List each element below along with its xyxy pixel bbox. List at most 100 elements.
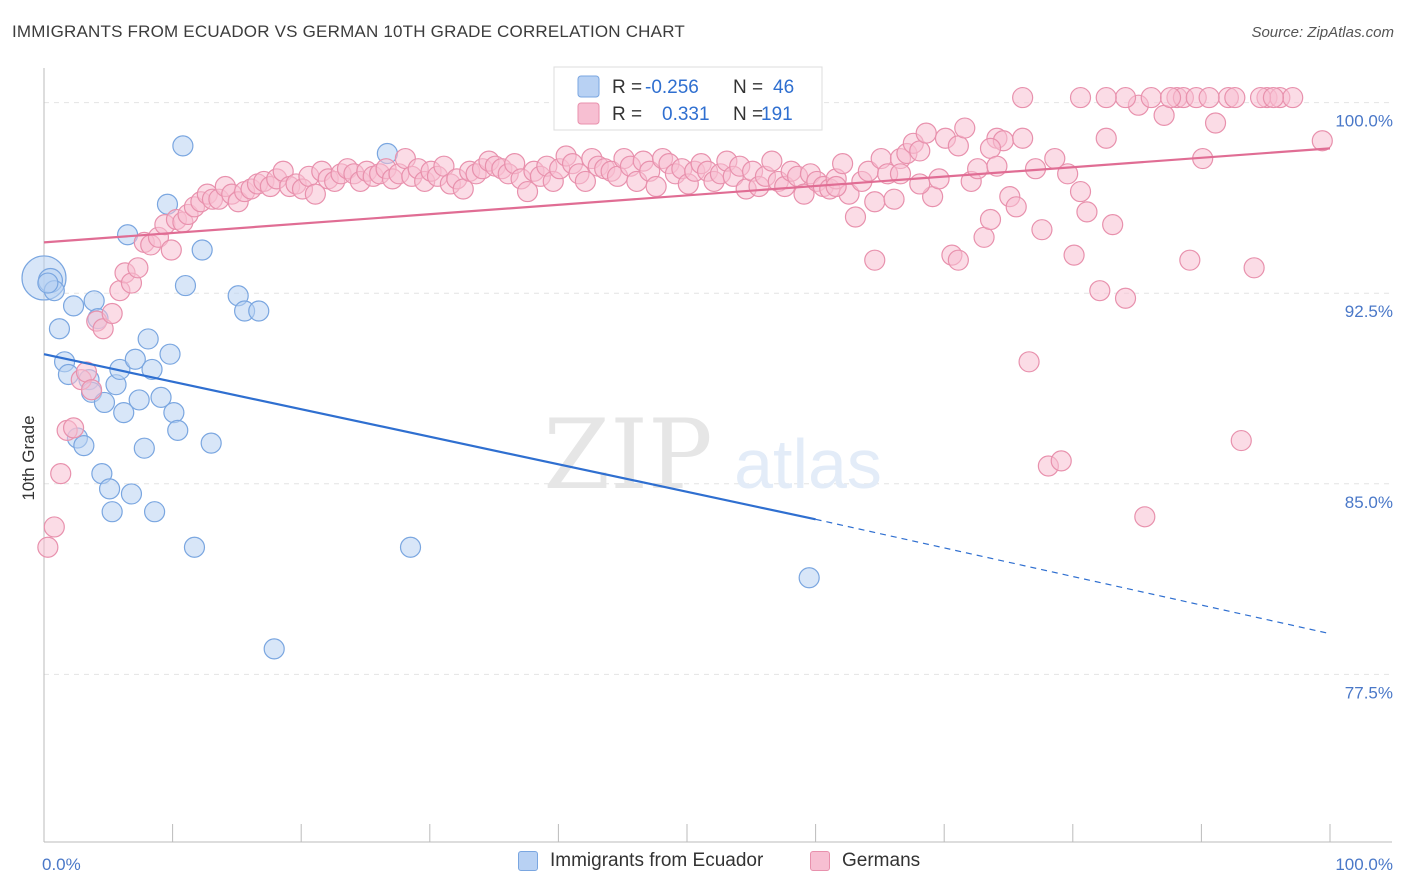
scatter-point — [1134, 506, 1156, 528]
scatter-point — [127, 257, 149, 279]
legend-n-value-ecuador: 46 — [773, 77, 794, 98]
scatter-point — [163, 402, 185, 424]
chart-title: IMMIGRANTS FROM ECUADOR VS GERMAN 10TH G… — [12, 22, 685, 41]
scatter-point — [143, 501, 166, 523]
scatter-point — [645, 175, 667, 198]
series-legend-swatch-ecuador — [518, 851, 538, 871]
scatter-point — [1114, 86, 1137, 109]
scatter-point — [160, 239, 182, 261]
scatter-point — [128, 389, 150, 411]
source-note: Source: ZipAtlas.com — [1251, 24, 1394, 41]
scatter-point — [120, 483, 143, 505]
y-tick-label: 85.0% — [1345, 493, 1393, 512]
scatter-point — [1089, 280, 1111, 302]
legend-n-label-ecuador: N = — [733, 77, 763, 98]
scatter-point — [947, 135, 969, 157]
scatter-point — [1063, 244, 1085, 266]
scatter-point — [399, 536, 422, 558]
scatter-point — [1159, 86, 1182, 109]
scatter-point — [909, 140, 931, 162]
scatter-point — [864, 249, 886, 271]
scatter-point — [1140, 86, 1162, 109]
scatter-point — [101, 302, 123, 325]
scatter-point — [83, 290, 105, 312]
scatter-point — [883, 188, 905, 210]
scatter-point — [150, 386, 172, 408]
scatter-point — [825, 175, 847, 198]
x-tick-label: 0.0% — [42, 855, 81, 874]
scatter-point — [200, 432, 222, 454]
scatter-point — [43, 516, 65, 538]
watermark-atlas: atlas — [734, 425, 882, 503]
series-legend-label-ecuador: Immigrants from Ecuador — [550, 850, 764, 871]
scatter-point — [50, 462, 72, 485]
scatter-point — [915, 122, 937, 144]
scatter-point — [761, 150, 783, 172]
scatter-point — [798, 567, 820, 589]
scatter-point — [174, 274, 197, 297]
scatter-point — [1204, 112, 1227, 134]
scatter-point — [973, 226, 995, 248]
scatter-point — [864, 191, 886, 213]
scatter-point — [248, 300, 270, 322]
stats-legend: R = -0.256 N = 46 R = 0.331 N = 191 — [553, 66, 823, 131]
scatter-point — [979, 208, 1002, 231]
trend-line — [43, 147, 1331, 244]
scatter-point — [1076, 201, 1098, 223]
scatter-point — [1179, 249, 1201, 271]
watermark-zip: ZIP — [543, 399, 712, 511]
scatter-point — [1050, 450, 1072, 472]
trend-lines — [43, 147, 1331, 635]
scatter-point — [1243, 257, 1265, 279]
scatter-point — [793, 183, 815, 205]
scatter-point — [124, 348, 146, 370]
x-tick-label: 100.0% — [1335, 855, 1393, 874]
scatter-point — [133, 437, 155, 459]
scatter-point — [1018, 351, 1040, 373]
y-tick-label: 100.0% — [1335, 112, 1393, 131]
trend-line — [43, 353, 816, 521]
scatter-point — [1311, 130, 1333, 152]
scatter-point — [1069, 180, 1092, 203]
scatter-point — [62, 295, 85, 317]
series-germans-points — [37, 86, 1333, 558]
trend-line-dashed — [815, 518, 1331, 635]
scatter-point — [172, 135, 194, 157]
scatter-point — [1224, 86, 1246, 109]
scatter-point — [1031, 219, 1053, 241]
scatter-point — [183, 536, 206, 558]
y-tick-label: 92.5% — [1345, 302, 1393, 321]
scatter-point — [1005, 196, 1027, 218]
legend-n-value-germans: 191 — [761, 104, 793, 125]
y-tick-label: 77.5% — [1345, 683, 1393, 702]
scatter-point — [1012, 127, 1034, 149]
scatter-point — [191, 239, 213, 261]
scatter-point — [1069, 86, 1092, 109]
scatter-point — [37, 272, 59, 294]
series-legend-item-ecuador: Immigrants from Ecuador — [518, 850, 763, 872]
y-axis-title: 10th Grade — [19, 415, 38, 500]
scatter-point — [93, 391, 116, 414]
series-legend-item-germans: Germans — [810, 850, 920, 872]
scatter-point — [1230, 429, 1252, 452]
scatter-point — [1095, 127, 1117, 149]
scatter-point — [1153, 104, 1175, 126]
legend-swatch-germans — [577, 102, 600, 125]
scatter-point — [141, 358, 163, 381]
scatter-point — [48, 318, 71, 340]
scatter-point — [159, 343, 181, 365]
watermark: ZIP atlas — [543, 399, 882, 511]
x-tick-labels: 0.0% 100.0% — [42, 855, 1393, 874]
series-legend: Immigrants from Ecuador Germans — [0, 850, 1406, 880]
scatter-point — [844, 206, 867, 228]
scatter-point — [113, 402, 135, 424]
legend-r-label-ecuador: R = — [612, 77, 642, 98]
scatter-point — [979, 137, 1002, 159]
scatter-point — [574, 170, 597, 193]
scatter-point — [928, 168, 950, 190]
scatter-point — [516, 180, 539, 203]
series-legend-label-germans: Germans — [842, 850, 921, 871]
scatter-point — [98, 478, 121, 500]
legend-r-value-ecuador: -0.256 — [645, 77, 699, 98]
